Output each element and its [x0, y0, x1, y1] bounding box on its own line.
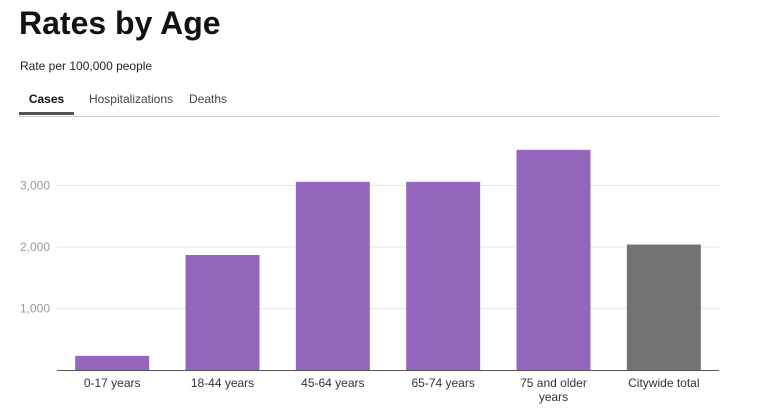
chart-subtitle: Rate per 100,000 people: [20, 59, 153, 73]
bar: [406, 181, 481, 370]
tab-hospitalizations[interactable]: Hospitalizations: [88, 92, 174, 106]
tab-deaths[interactable]: Deaths: [188, 92, 228, 106]
y-tick-label: 1,000: [20, 302, 50, 316]
bar: [75, 355, 150, 370]
bar-chart: 1,000 2,000 3,000 0-17 years 18-44 years 45-…: [20, 149, 719, 404]
x-tick-label: 45-64 years: [301, 376, 364, 390]
x-tick-label: 75 and older years: [520, 376, 587, 404]
y-axis-ticks: 1,000 2,000 3,000: [20, 179, 50, 316]
x-tick-label: 0-17 years: [84, 376, 141, 390]
bar: [185, 254, 260, 370]
x-tick-label: 18-44 years: [191, 376, 254, 390]
x-tick-label: 65-74 years: [411, 376, 474, 390]
bar: [516, 149, 591, 370]
tab-cases[interactable]: Cases: [19, 86, 74, 115]
y-tick-label: 3,000: [20, 179, 50, 193]
y-tick-label: 2,000: [20, 240, 50, 254]
bar: [295, 181, 370, 370]
x-axis-labels: 0-17 years 18-44 years 45-64 years 65-74 ye…: [84, 376, 700, 404]
bar: [626, 244, 701, 370]
x-tick-label: Citywide total: [628, 376, 699, 390]
bars: [75, 149, 701, 370]
gridlines: [57, 185, 719, 309]
metric-tabs: Cases Hospitalizations Deaths: [19, 86, 719, 117]
page-title: Rates by Age: [19, 5, 221, 41]
